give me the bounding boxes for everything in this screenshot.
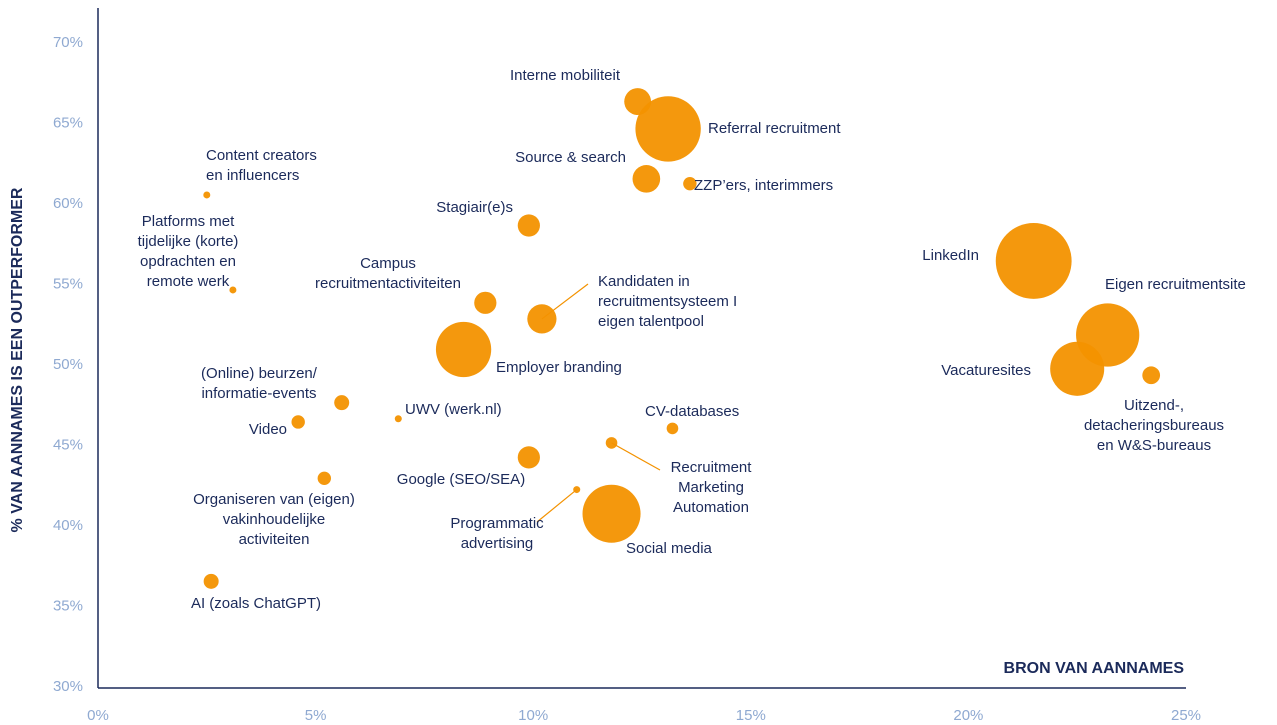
bubble <box>605 437 618 449</box>
y-tick-label: 60% <box>53 195 83 212</box>
leader-line <box>536 489 578 523</box>
bubble <box>203 573 219 589</box>
x-tick-label: 0% <box>87 707 109 724</box>
bubble <box>527 304 557 334</box>
bubble-label: Source & search <box>515 149 626 166</box>
bubble-label: Employer branding <box>496 359 622 376</box>
bubble-label: ZZP’ers, interimmers <box>694 177 833 194</box>
bubble-label: Video <box>249 421 287 438</box>
x-tick-label: 10% <box>518 707 548 724</box>
x-tick-label: 20% <box>953 707 983 724</box>
bubble <box>683 176 697 191</box>
y-tick-label: 50% <box>53 356 83 373</box>
x-tick-label: 5% <box>305 707 327 724</box>
bubble-label: Eigen recruitmentsite <box>1105 276 1246 293</box>
y-tick-label: 65% <box>53 115 83 132</box>
bubble-label: Stagiair(e)s <box>436 199 513 216</box>
bubble <box>394 415 402 423</box>
tick-labels: 0% 5% 10% 15% 20% 25% 30% 35% 40% 45% 50% 55% 60% 65%… <box>53 34 1201 724</box>
y-tick-label: 55% <box>53 276 83 293</box>
y-tick-label: 45% <box>53 437 83 454</box>
bubble <box>1050 341 1105 396</box>
bubble <box>317 471 332 486</box>
bubble <box>582 484 641 543</box>
bubble <box>435 321 492 378</box>
bubble <box>632 165 661 193</box>
bubble-label: Recruitment Marketing Automation <box>671 459 753 516</box>
bubble-label: Uitzend-, detacheringsbureaus en W&S-burea… <box>1084 397 1224 454</box>
bubble <box>334 395 350 411</box>
bubble-label: Platforms met tijdelijke (korte) opdrachte… <box>138 213 239 290</box>
bubble-label: CV-databases <box>645 403 739 420</box>
x-axis-title: BRON VAN AANNAMES <box>1004 660 1185 677</box>
bubble-label: UWV (werk.nl) <box>405 401 502 418</box>
x-tick-label: 15% <box>736 707 766 724</box>
bubble-label: LinkedIn <box>922 247 979 264</box>
bubble <box>666 422 679 435</box>
bubble <box>635 96 701 162</box>
y-axis-title: % VAN AANNAMES IS EEN OUTPERFORMER <box>9 187 26 532</box>
bubble <box>291 415 305 429</box>
bubble <box>995 223 1072 299</box>
bubble-labels: Interne mobiliteit Referral recruitment So… <box>138 67 1246 612</box>
y-tick-label: 35% <box>53 598 83 615</box>
bubble <box>203 191 211 199</box>
bubble-label: Vacaturesites <box>941 362 1031 379</box>
bubbles <box>203 88 1161 589</box>
y-tick-label: 40% <box>53 517 83 534</box>
x-tick-label: 25% <box>1171 707 1201 724</box>
bubble-label: Referral recruitment <box>708 120 841 137</box>
bubble <box>517 214 540 237</box>
bubble-label: Content creators en influencers <box>206 147 317 184</box>
bubble-label: Programmatic advertising <box>450 515 544 552</box>
bubble-label: AI (zoals ChatGPT) <box>191 595 321 612</box>
bubble <box>624 88 652 115</box>
bubble <box>229 286 237 294</box>
bubble-label: Social media <box>626 540 713 557</box>
bubble-label: Google (SEO/SEA) <box>397 471 525 488</box>
leader-line <box>611 442 661 471</box>
y-tick-label: 70% <box>53 34 83 51</box>
bubble-label: Campus recruitmentactiviteiten <box>315 255 461 292</box>
bubble <box>1142 366 1161 385</box>
bubble-label: (Online) beurzen/informatie-events <box>201 365 318 402</box>
bubble <box>573 486 581 494</box>
bubble-label: Interne mobiliteit <box>510 67 621 84</box>
bubble <box>474 291 497 314</box>
y-tick-label: 30% <box>53 678 83 695</box>
bubble-label: Organiseren van (eigen) vakinhoudelijke ac… <box>193 491 355 548</box>
bubble <box>517 446 540 469</box>
